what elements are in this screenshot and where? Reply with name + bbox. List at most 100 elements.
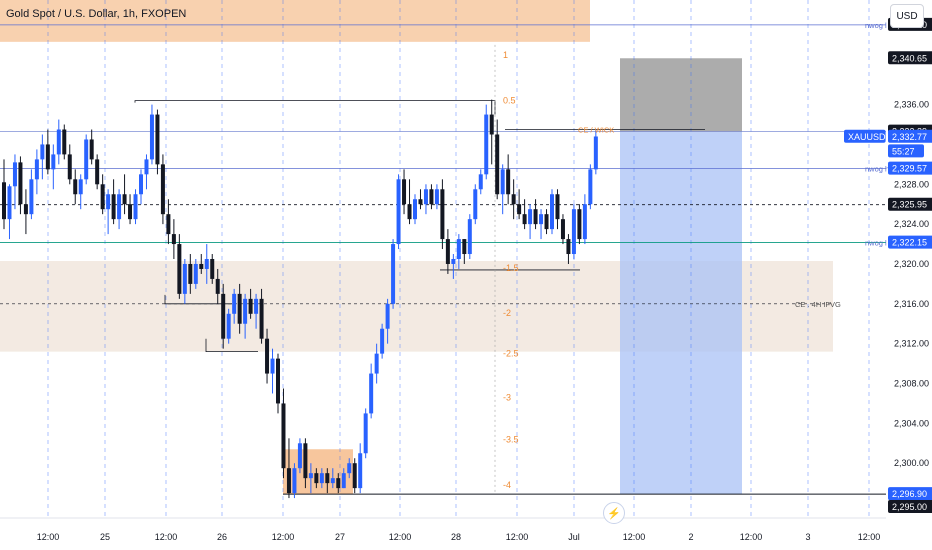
swing-high-line <box>134 100 496 115</box>
candle <box>451 254 456 279</box>
candle-body <box>237 293 242 324</box>
candle-body <box>193 263 198 284</box>
candle-body <box>84 139 89 180</box>
candle <box>374 343 379 384</box>
candle <box>528 204 533 240</box>
y-tick-label: 2,320.00 <box>894 259 929 269</box>
candle <box>511 179 516 220</box>
candle-body <box>182 263 187 294</box>
candle <box>226 308 231 344</box>
candle <box>237 283 242 334</box>
candle-body <box>539 214 544 225</box>
candle <box>330 468 335 489</box>
candle-body <box>522 214 527 225</box>
candle <box>555 189 560 230</box>
candle-body <box>511 194 516 205</box>
candle <box>544 209 549 235</box>
candle-body <box>429 189 434 205</box>
candle <box>188 254 193 294</box>
candle-body <box>226 313 231 339</box>
candle <box>391 239 396 309</box>
price-label-box <box>888 487 932 501</box>
candle-body <box>106 194 111 210</box>
x-tick-label: 28 <box>451 532 461 542</box>
candle <box>270 348 275 394</box>
candle <box>117 189 122 230</box>
candle-body <box>286 468 291 494</box>
fib-label: -2.5 <box>503 349 519 359</box>
candle <box>45 129 50 175</box>
candle-body <box>155 114 160 165</box>
price-label: 2,325.95 <box>888 197 932 211</box>
candle-body <box>259 298 264 339</box>
candle <box>84 134 89 185</box>
candle-body <box>582 204 587 240</box>
candle <box>413 194 417 225</box>
x-tick-label: 12:00 <box>37 532 60 542</box>
line-label: nwog l <box>865 21 887 30</box>
candle <box>369 363 374 419</box>
x-tick-label: 12:00 <box>155 532 178 542</box>
candle-body <box>34 159 39 180</box>
x-tick-label: 12:00 <box>623 532 646 542</box>
candle-body <box>407 204 412 220</box>
candle <box>29 169 34 220</box>
candle-body <box>7 186 12 220</box>
candle <box>281 388 286 479</box>
candle-body <box>215 278 220 294</box>
candle-body <box>111 194 116 220</box>
candle <box>62 124 67 160</box>
candle-body <box>528 209 533 225</box>
candle <box>560 214 565 245</box>
candle <box>341 468 346 489</box>
candle-body <box>330 478 335 484</box>
candle-body <box>51 154 56 170</box>
candle-body <box>281 403 286 469</box>
candle <box>265 328 270 384</box>
candle <box>171 219 176 259</box>
candle <box>248 288 253 319</box>
candle <box>456 234 461 269</box>
candle-body <box>67 154 72 180</box>
candle-body <box>23 204 28 215</box>
candle-body <box>506 169 511 195</box>
candle <box>352 458 357 494</box>
candle-body <box>314 473 319 484</box>
candle <box>89 129 94 165</box>
candle-body <box>456 239 461 259</box>
candle-body <box>500 169 505 195</box>
candle-body <box>577 209 582 240</box>
x-tick-label: 12:00 <box>858 532 881 542</box>
price-label-box <box>888 161 932 175</box>
candle-body <box>434 189 439 205</box>
x-tick-label: 12:00 <box>272 532 295 542</box>
candle <box>407 179 412 225</box>
candle <box>232 288 237 324</box>
candle <box>319 468 324 489</box>
candle <box>292 463 297 499</box>
x-tick-label: Jul <box>568 532 580 542</box>
candle-body <box>270 358 275 374</box>
candle-body <box>133 194 138 220</box>
price-label-text: 2,329.57 <box>892 164 927 174</box>
candle-body <box>402 179 407 205</box>
x-tick-label: 3 <box>805 532 810 542</box>
candle <box>177 234 182 299</box>
candle <box>18 156 23 215</box>
candle-body <box>347 463 352 474</box>
candle <box>434 184 439 210</box>
candle-body <box>380 328 385 354</box>
candle <box>7 184 12 240</box>
currency-button[interactable]: USD <box>890 4 924 28</box>
candle <box>297 438 302 474</box>
candle <box>380 323 385 359</box>
candle-body <box>210 259 215 279</box>
candle <box>489 99 494 165</box>
price-label-box <box>888 500 932 514</box>
lightning-icon[interactable]: ⚡ <box>603 502 625 524</box>
fib-label: -4 <box>503 480 511 490</box>
candle-body <box>204 259 209 269</box>
candle-body <box>385 303 390 329</box>
candle-body <box>40 144 45 160</box>
